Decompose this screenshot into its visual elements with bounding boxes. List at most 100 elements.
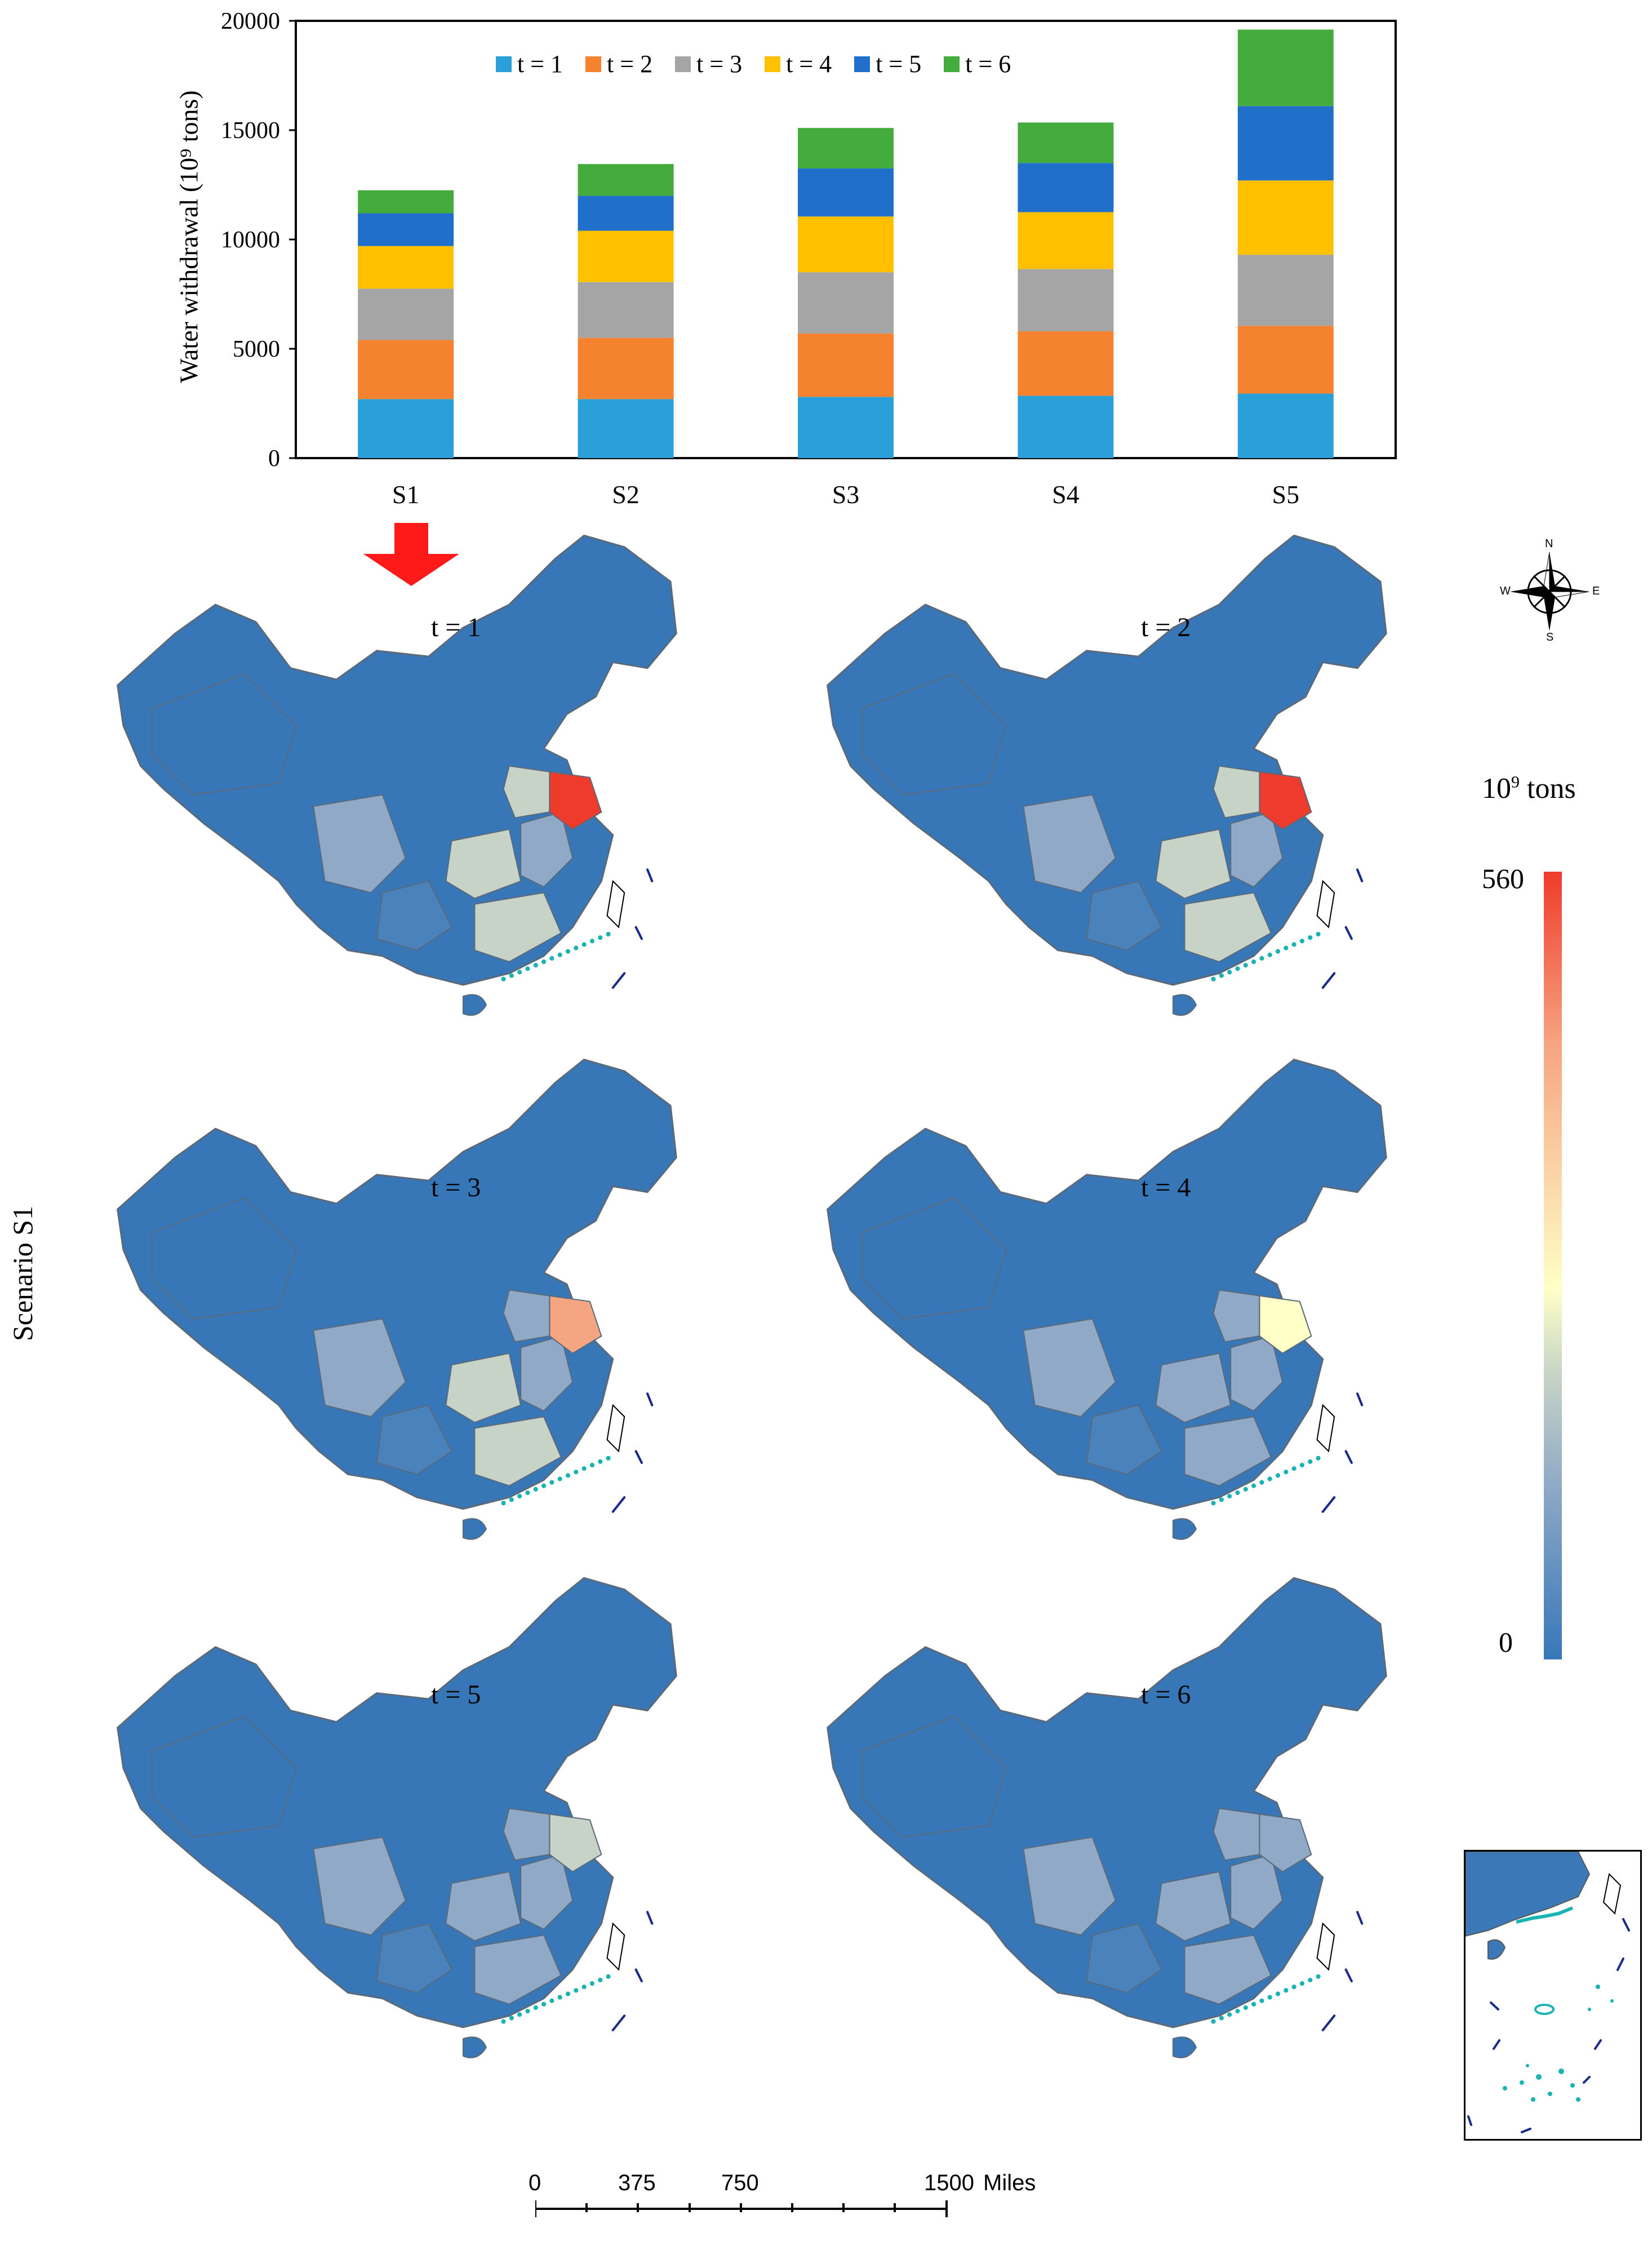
hainan bbox=[462, 994, 487, 1016]
coast-island bbox=[1284, 1988, 1289, 1993]
province-central bbox=[445, 828, 522, 899]
colorbar-unit: 109 tons bbox=[1482, 773, 1576, 805]
province-yunnan bbox=[376, 880, 452, 951]
province-anhui bbox=[1213, 1808, 1260, 1861]
bar-segment bbox=[578, 196, 674, 231]
coast-island bbox=[1259, 1998, 1264, 2003]
x-tick-label: S4 bbox=[1052, 480, 1080, 509]
legend-item: t = 4 bbox=[765, 50, 832, 78]
province-yunnan bbox=[1086, 880, 1162, 951]
coast-island bbox=[1299, 939, 1305, 944]
coast-island bbox=[1291, 1985, 1296, 1990]
sea-boundary-dash bbox=[646, 1911, 654, 1925]
coast-island bbox=[1219, 973, 1224, 978]
coast-island bbox=[589, 939, 595, 944]
coast-island bbox=[501, 1501, 506, 1506]
coast-island bbox=[581, 1985, 587, 1990]
sea-boundary-dash bbox=[1321, 1496, 1336, 1513]
coast-island bbox=[1316, 931, 1321, 936]
coast-island bbox=[1235, 966, 1240, 971]
sea-boundary-dash bbox=[611, 2014, 626, 2031]
map-label-t3: t = 3 bbox=[431, 1173, 481, 1202]
x-tick-label: S5 bbox=[1272, 480, 1300, 509]
bar-segment bbox=[578, 164, 674, 196]
coast-island bbox=[565, 1991, 571, 1996]
coast-island bbox=[549, 1998, 554, 2003]
bar-segment bbox=[798, 397, 894, 458]
province-west bbox=[151, 673, 297, 796]
coast-island bbox=[1308, 935, 1313, 940]
bar-segment bbox=[1237, 106, 1334, 181]
province-west bbox=[861, 1715, 1007, 1838]
bar-segment bbox=[358, 213, 454, 246]
bar-segment bbox=[1018, 331, 1114, 396]
bar-segment bbox=[1237, 393, 1334, 458]
bar-segment bbox=[1237, 180, 1334, 255]
legend-label: t = 5 bbox=[876, 50, 922, 78]
coast-island bbox=[525, 966, 530, 971]
province-central bbox=[1155, 1871, 1232, 1942]
sea-boundary-dash bbox=[634, 1968, 643, 1983]
coast-island bbox=[1235, 1490, 1240, 1495]
hainan bbox=[1172, 994, 1197, 1016]
coast-island bbox=[606, 1974, 611, 1979]
water-withdrawal-bar-chart: 0 5000 10000 15000 20000 S1 S2 S3 S4 S5 bbox=[221, 8, 1397, 509]
y-axis-title: Water withdrawal (10⁹ tons) bbox=[174, 90, 203, 383]
coast-island bbox=[533, 962, 538, 968]
scale-label-750: 750 bbox=[721, 2170, 759, 2195]
bar-segment bbox=[358, 399, 454, 458]
bar-segment bbox=[578, 338, 674, 400]
sea-boundary-dash bbox=[1321, 972, 1336, 989]
coast-island bbox=[565, 949, 571, 954]
province-sichuan bbox=[313, 794, 406, 894]
south-china-sea-inset bbox=[1464, 1850, 1642, 2141]
coast-island bbox=[1211, 2019, 1216, 2024]
sea-boundary-dash bbox=[634, 1450, 643, 1464]
province-guangdong bbox=[1184, 1934, 1272, 2005]
coast-island bbox=[1251, 2001, 1256, 2007]
y-tick-label: 20000 bbox=[221, 8, 280, 34]
bar-segment bbox=[578, 230, 674, 282]
coast-island bbox=[1275, 1473, 1281, 1478]
coast-island bbox=[598, 935, 603, 940]
coast-island bbox=[581, 942, 587, 947]
coast-island bbox=[565, 1473, 571, 1478]
bar-segment bbox=[1018, 163, 1114, 212]
y-tick-label: 15000 bbox=[221, 118, 280, 144]
legend-swatch bbox=[854, 56, 871, 72]
compass-e: E bbox=[1592, 585, 1600, 597]
coast-island bbox=[1219, 1497, 1224, 1502]
province-sichuan bbox=[1023, 1836, 1116, 1936]
chart-legend: t = 1 t = 2 t = 3 t = 4 t = 5 t = 6 bbox=[496, 50, 1011, 78]
bar-segment bbox=[358, 288, 454, 340]
legend-item: t = 5 bbox=[854, 50, 921, 78]
province-anhui bbox=[503, 1289, 550, 1343]
legend-swatch bbox=[496, 56, 512, 72]
coast-island bbox=[1291, 1466, 1296, 1471]
province-guangdong bbox=[474, 1416, 562, 1487]
province-anhui bbox=[1213, 1289, 1260, 1343]
coast-island bbox=[574, 1470, 579, 1475]
coast-island bbox=[517, 2012, 522, 2017]
coast-island bbox=[1316, 1974, 1321, 1979]
coast-island bbox=[574, 946, 579, 951]
scale-unit: Miles bbox=[983, 2170, 1036, 2195]
coast-island bbox=[1267, 952, 1272, 957]
province-yunnan bbox=[1086, 1923, 1162, 1994]
province-anhui bbox=[1213, 765, 1260, 819]
province-west bbox=[861, 1197, 1007, 1320]
coast-island bbox=[557, 952, 562, 957]
coast-island bbox=[1267, 1476, 1272, 1481]
province-guangdong bbox=[1184, 892, 1272, 963]
province-sichuan bbox=[313, 1318, 406, 1418]
scenario-label: Scenario S1 bbox=[7, 1205, 38, 1342]
province-yunnan bbox=[1086, 1404, 1162, 1475]
coast-island bbox=[525, 2009, 530, 2014]
coast-island bbox=[1267, 1995, 1272, 2000]
bar-segment bbox=[358, 340, 454, 400]
province-west bbox=[151, 1197, 297, 1320]
legend-item: t = 1 bbox=[496, 50, 563, 78]
x-tick-label: S3 bbox=[832, 480, 860, 509]
coast-island bbox=[589, 1463, 595, 1468]
coast-island bbox=[1259, 956, 1264, 961]
